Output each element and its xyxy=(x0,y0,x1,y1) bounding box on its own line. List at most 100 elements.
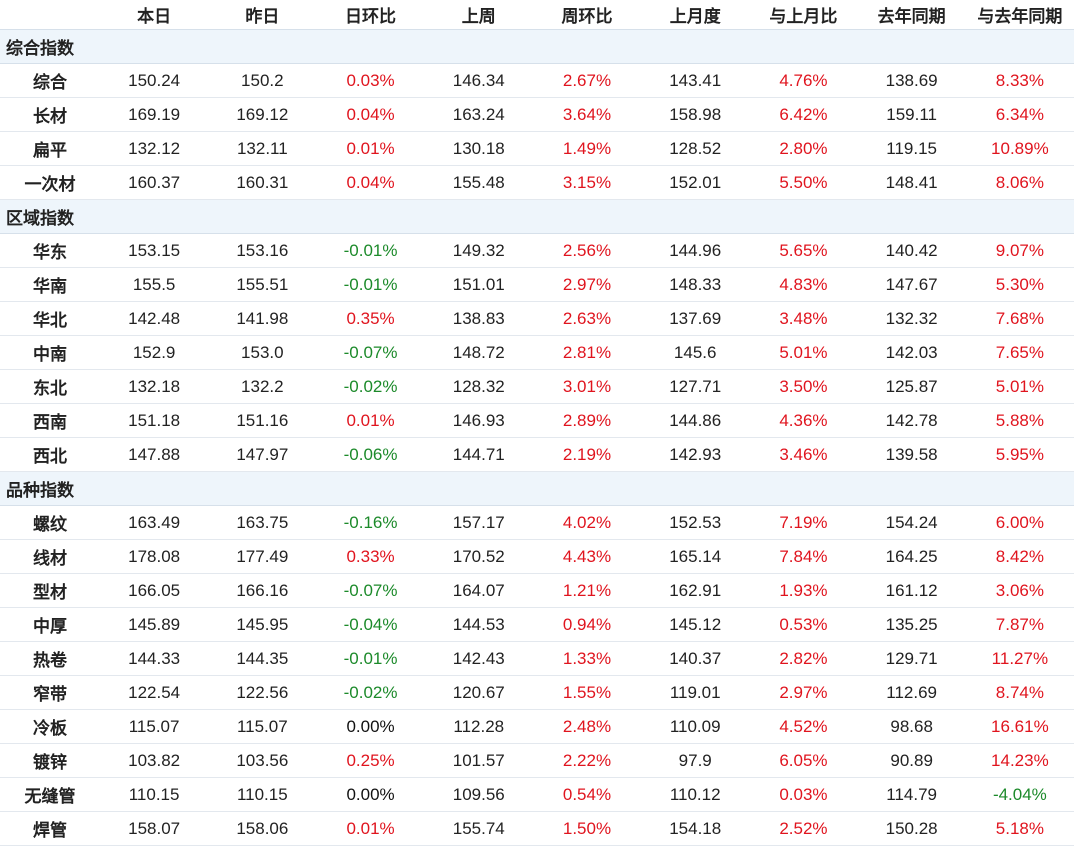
value-cell: 5.95% xyxy=(965,437,1074,472)
row-name: 型材 xyxy=(0,573,100,608)
value-cell: -0.01% xyxy=(316,267,425,302)
value-cell: 142.43 xyxy=(424,641,533,676)
value-cell: 8.74% xyxy=(965,675,1074,710)
value-cell: 5.50% xyxy=(749,165,858,200)
value-cell: 144.33 xyxy=(100,641,209,676)
value-cell: 3.50% xyxy=(749,369,858,404)
section-title: 区域指数 xyxy=(0,199,1074,234)
value-cell: 5.01% xyxy=(749,335,858,370)
value-cell: 5.88% xyxy=(965,403,1074,438)
data-row: 焊管 158.07 158.06 0.01% 155.74 1.50% 154.18 2.52… xyxy=(0,811,1074,846)
data-row: 线材 178.08 177.49 0.33% 170.52 4.43% 165.14 7.84… xyxy=(0,539,1074,574)
data-row: 华东 153.15 153.16 -0.01% 149.32 2.56% 144.96 5.6… xyxy=(0,233,1074,268)
value-cell: 10.89% xyxy=(965,131,1074,166)
value-cell: 4.76% xyxy=(749,63,858,98)
value-cell: 140.37 xyxy=(641,641,750,676)
value-cell: 144.35 xyxy=(208,641,317,676)
value-cell: 7.65% xyxy=(965,335,1074,370)
value-cell: 0.03% xyxy=(316,63,425,98)
value-cell: 6.00% xyxy=(965,505,1074,540)
value-cell: 7.68% xyxy=(965,301,1074,336)
value-cell: 115.07 xyxy=(208,709,317,744)
value-cell: 0.35% xyxy=(316,301,425,336)
value-cell: -0.01% xyxy=(316,233,425,268)
value-cell: 109.56 xyxy=(424,777,533,812)
data-row: 螺纹 163.49 163.75 -0.16% 157.17 4.02% 152.53 7.1… xyxy=(0,505,1074,540)
value-cell: 144.71 xyxy=(424,437,533,472)
value-cell: 150.28 xyxy=(857,811,966,846)
value-cell: 152.01 xyxy=(641,165,750,200)
value-cell: 160.31 xyxy=(208,165,317,200)
value-cell: 3.46% xyxy=(749,437,858,472)
value-cell: 135.25 xyxy=(857,607,966,642)
value-cell: 147.88 xyxy=(100,437,209,472)
data-row: 扁平 132.12 132.11 0.01% 130.18 1.49% 128.52 2.80… xyxy=(0,131,1074,166)
value-cell: 5.30% xyxy=(965,267,1074,302)
row-name: 中南 xyxy=(0,335,100,370)
value-cell: -0.07% xyxy=(316,335,425,370)
value-cell: 163.75 xyxy=(208,505,317,540)
value-cell: 90.89 xyxy=(857,743,966,778)
value-cell: 0.53% xyxy=(749,607,858,642)
value-cell: 7.87% xyxy=(965,607,1074,642)
row-name: 窄带 xyxy=(0,675,100,710)
value-cell: 4.43% xyxy=(532,539,642,574)
value-cell: 139.58 xyxy=(857,437,966,472)
value-cell: 2.52% xyxy=(749,811,858,846)
value-cell: 0.03% xyxy=(749,777,858,812)
value-cell: 110.15 xyxy=(208,777,317,812)
value-cell: 2.80% xyxy=(749,131,858,166)
value-cell: 153.0 xyxy=(208,335,317,370)
row-name: 冷板 xyxy=(0,709,100,744)
value-cell: 170.52 xyxy=(424,539,533,574)
value-cell: 153.16 xyxy=(208,233,317,268)
value-cell: 144.86 xyxy=(641,403,750,438)
data-row: 型材 166.05 166.16 -0.07% 164.07 1.21% 162.91 1.9… xyxy=(0,573,1074,608)
value-cell: 166.16 xyxy=(208,573,317,608)
value-cell: 119.15 xyxy=(857,131,966,166)
data-row: 西南 151.18 151.16 0.01% 146.93 2.89% 144.86 4.36… xyxy=(0,403,1074,438)
value-cell: 128.32 xyxy=(424,369,533,404)
value-cell: 132.11 xyxy=(208,131,317,166)
value-cell: -0.07% xyxy=(316,573,425,608)
data-row: 窄带 122.54 122.56 -0.02% 120.67 1.55% 119.01 2.9… xyxy=(0,675,1074,710)
value-cell: 6.34% xyxy=(965,97,1074,132)
value-cell: 1.33% xyxy=(532,641,642,676)
value-cell: 97.9 xyxy=(641,743,750,778)
row-name: 西北 xyxy=(0,437,100,472)
value-cell: 101.57 xyxy=(424,743,533,778)
value-cell: 148.33 xyxy=(641,267,750,302)
value-cell: 145.12 xyxy=(641,607,750,642)
value-cell: 5.18% xyxy=(965,811,1074,846)
value-cell: 153.15 xyxy=(100,233,209,268)
value-cell: 2.67% xyxy=(532,63,642,98)
value-cell: 165.14 xyxy=(641,539,750,574)
column-header: 昨日 xyxy=(208,0,317,30)
value-cell: 115.07 xyxy=(100,709,209,744)
column-header: 上月度 xyxy=(641,0,750,30)
value-cell: 141.98 xyxy=(208,301,317,336)
row-name: 扁平 xyxy=(0,131,100,166)
value-cell: 16.61% xyxy=(965,709,1074,744)
value-cell: 122.56 xyxy=(208,675,317,710)
value-cell: 7.84% xyxy=(749,539,858,574)
value-cell: 2.48% xyxy=(532,709,642,744)
value-cell: 149.32 xyxy=(424,233,533,268)
value-cell: 119.01 xyxy=(641,675,750,710)
value-cell: 1.50% xyxy=(532,811,642,846)
value-cell: 157.17 xyxy=(424,505,533,540)
value-cell: 154.24 xyxy=(857,505,966,540)
value-cell: 148.72 xyxy=(424,335,533,370)
value-cell: 1.93% xyxy=(749,573,858,608)
value-cell: 144.53 xyxy=(424,607,533,642)
value-cell: 147.67 xyxy=(857,267,966,302)
value-cell: 155.51 xyxy=(208,267,317,302)
value-cell: 152.53 xyxy=(641,505,750,540)
data-row: 长材 169.19 169.12 0.04% 163.24 3.64% 158.98 6.42… xyxy=(0,97,1074,132)
row-name: 综合 xyxy=(0,63,100,98)
data-row: 西北 147.88 147.97 -0.06% 144.71 2.19% 142.93 3.4… xyxy=(0,437,1074,472)
section-title: 综合指数 xyxy=(0,29,1074,64)
value-cell: 146.34 xyxy=(424,63,533,98)
data-row: 冷板 115.07 115.07 0.00% 112.28 2.48% 110.09 4.52… xyxy=(0,709,1074,744)
value-cell: 5.01% xyxy=(965,369,1074,404)
